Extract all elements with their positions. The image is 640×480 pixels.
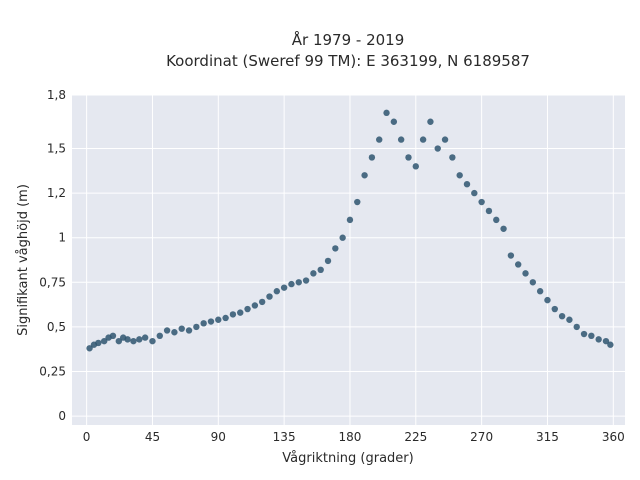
x-axis-title: Vågriktning (grader): [282, 451, 413, 466]
data-point: [310, 270, 317, 277]
data-point: [607, 341, 614, 348]
y-tick-label: 1,5: [47, 142, 66, 156]
x-tick-label: 45: [145, 430, 160, 444]
data-point: [405, 154, 412, 161]
data-point: [136, 336, 143, 343]
data-point: [302, 277, 310, 284]
data-point: [339, 234, 346, 241]
x-tick-label: 90: [211, 430, 226, 444]
data-point: [595, 336, 602, 343]
data-point: [412, 163, 419, 170]
x-tick-label: 180: [339, 430, 362, 444]
data-point: [200, 320, 207, 327]
data-point: [95, 339, 102, 347]
data-point: [171, 329, 178, 336]
plot-area: [72, 95, 625, 425]
data-point: [441, 136, 449, 143]
data-point: [588, 332, 595, 340]
data-point: [244, 305, 251, 313]
y-tick-label: 1,8: [47, 88, 66, 102]
y-tick-label: 0,25: [39, 364, 66, 378]
data-point: [141, 334, 149, 341]
data-point: [558, 312, 566, 320]
data-point: [193, 323, 200, 331]
data-point: [207, 318, 215, 325]
data-point: [251, 302, 259, 309]
data-point: [529, 279, 537, 286]
data-point: [266, 293, 273, 300]
data-point: [156, 332, 163, 340]
data-point: [427, 118, 434, 125]
data-point: [178, 325, 185, 332]
data-point: [500, 225, 507, 232]
data-point: [100, 337, 108, 345]
y-axis-title: Signifikant våghöjd (m): [16, 184, 31, 336]
data-point: [463, 180, 471, 188]
x-tick-label: 225: [404, 430, 427, 444]
data-point: [288, 280, 295, 288]
data-point: [229, 311, 237, 318]
data-point: [354, 198, 361, 206]
data-point: [222, 314, 229, 322]
data-point: [86, 345, 93, 352]
x-tick-label: 0: [83, 430, 91, 444]
points-layer: [86, 109, 614, 352]
data-point: [522, 270, 529, 277]
data-point: [273, 288, 281, 295]
data-point: [324, 257, 332, 265]
data-point: [397, 136, 405, 143]
data-point: [580, 330, 588, 338]
x-tick-label: 315: [536, 430, 559, 444]
y-tick-label: 1,2: [47, 186, 66, 200]
data-point: [317, 266, 324, 274]
data-point: [109, 332, 117, 340]
data-point: [602, 337, 610, 345]
ticks-layer: 0 45 90 135 180 225 270 315 360 0 0,25 0,5 0,75 1 1,2 1…: [39, 88, 624, 444]
data-point: [434, 145, 441, 152]
data-point: [361, 172, 368, 179]
data-point: [456, 172, 463, 179]
y-tick-label: 0,5: [47, 320, 66, 334]
data-point: [478, 198, 485, 206]
data-point: [390, 118, 398, 125]
data-point: [536, 288, 544, 295]
data-point: [566, 316, 573, 323]
data-point: [149, 337, 156, 345]
data-point: [115, 337, 123, 345]
y-tick-label: 0: [58, 409, 66, 423]
chart-subtitle: Koordinat (Sweref 99 TM): E 363199, N 61…: [166, 52, 530, 70]
data-point: [185, 327, 193, 334]
y-tick-label: 1: [58, 231, 66, 245]
data-point: [280, 284, 288, 291]
data-point: [163, 327, 171, 334]
x-tick-label: 360: [602, 430, 625, 444]
data-point: [258, 298, 266, 306]
data-point: [471, 189, 478, 197]
data-point: [573, 323, 580, 331]
chart-title: År 1979 - 2019: [292, 30, 405, 49]
data-point: [376, 136, 383, 143]
data-point: [544, 296, 551, 304]
data-point: [383, 109, 390, 117]
data-point: [449, 154, 456, 161]
x-tick-label: 270: [470, 430, 493, 444]
data-point: [515, 261, 522, 268]
data-point: [237, 309, 244, 316]
data-point: [346, 216, 354, 224]
data-point: [419, 136, 427, 143]
data-point: [493, 216, 500, 224]
y-tick-label: 0,75: [39, 275, 66, 289]
x-tick-label: 135: [273, 430, 296, 444]
data-point: [485, 207, 493, 215]
data-point: [130, 337, 137, 345]
data-point: [551, 305, 558, 313]
data-point: [368, 154, 376, 161]
data-point: [332, 245, 339, 252]
data-point: [507, 252, 515, 259]
data-point: [295, 279, 302, 286]
data-point: [124, 336, 131, 343]
data-point: [215, 316, 222, 323]
